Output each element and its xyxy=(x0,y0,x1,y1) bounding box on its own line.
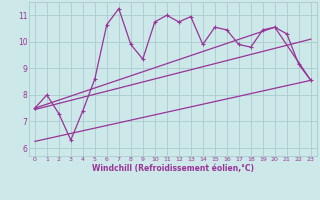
X-axis label: Windchill (Refroidissement éolien,°C): Windchill (Refroidissement éolien,°C) xyxy=(92,164,254,173)
